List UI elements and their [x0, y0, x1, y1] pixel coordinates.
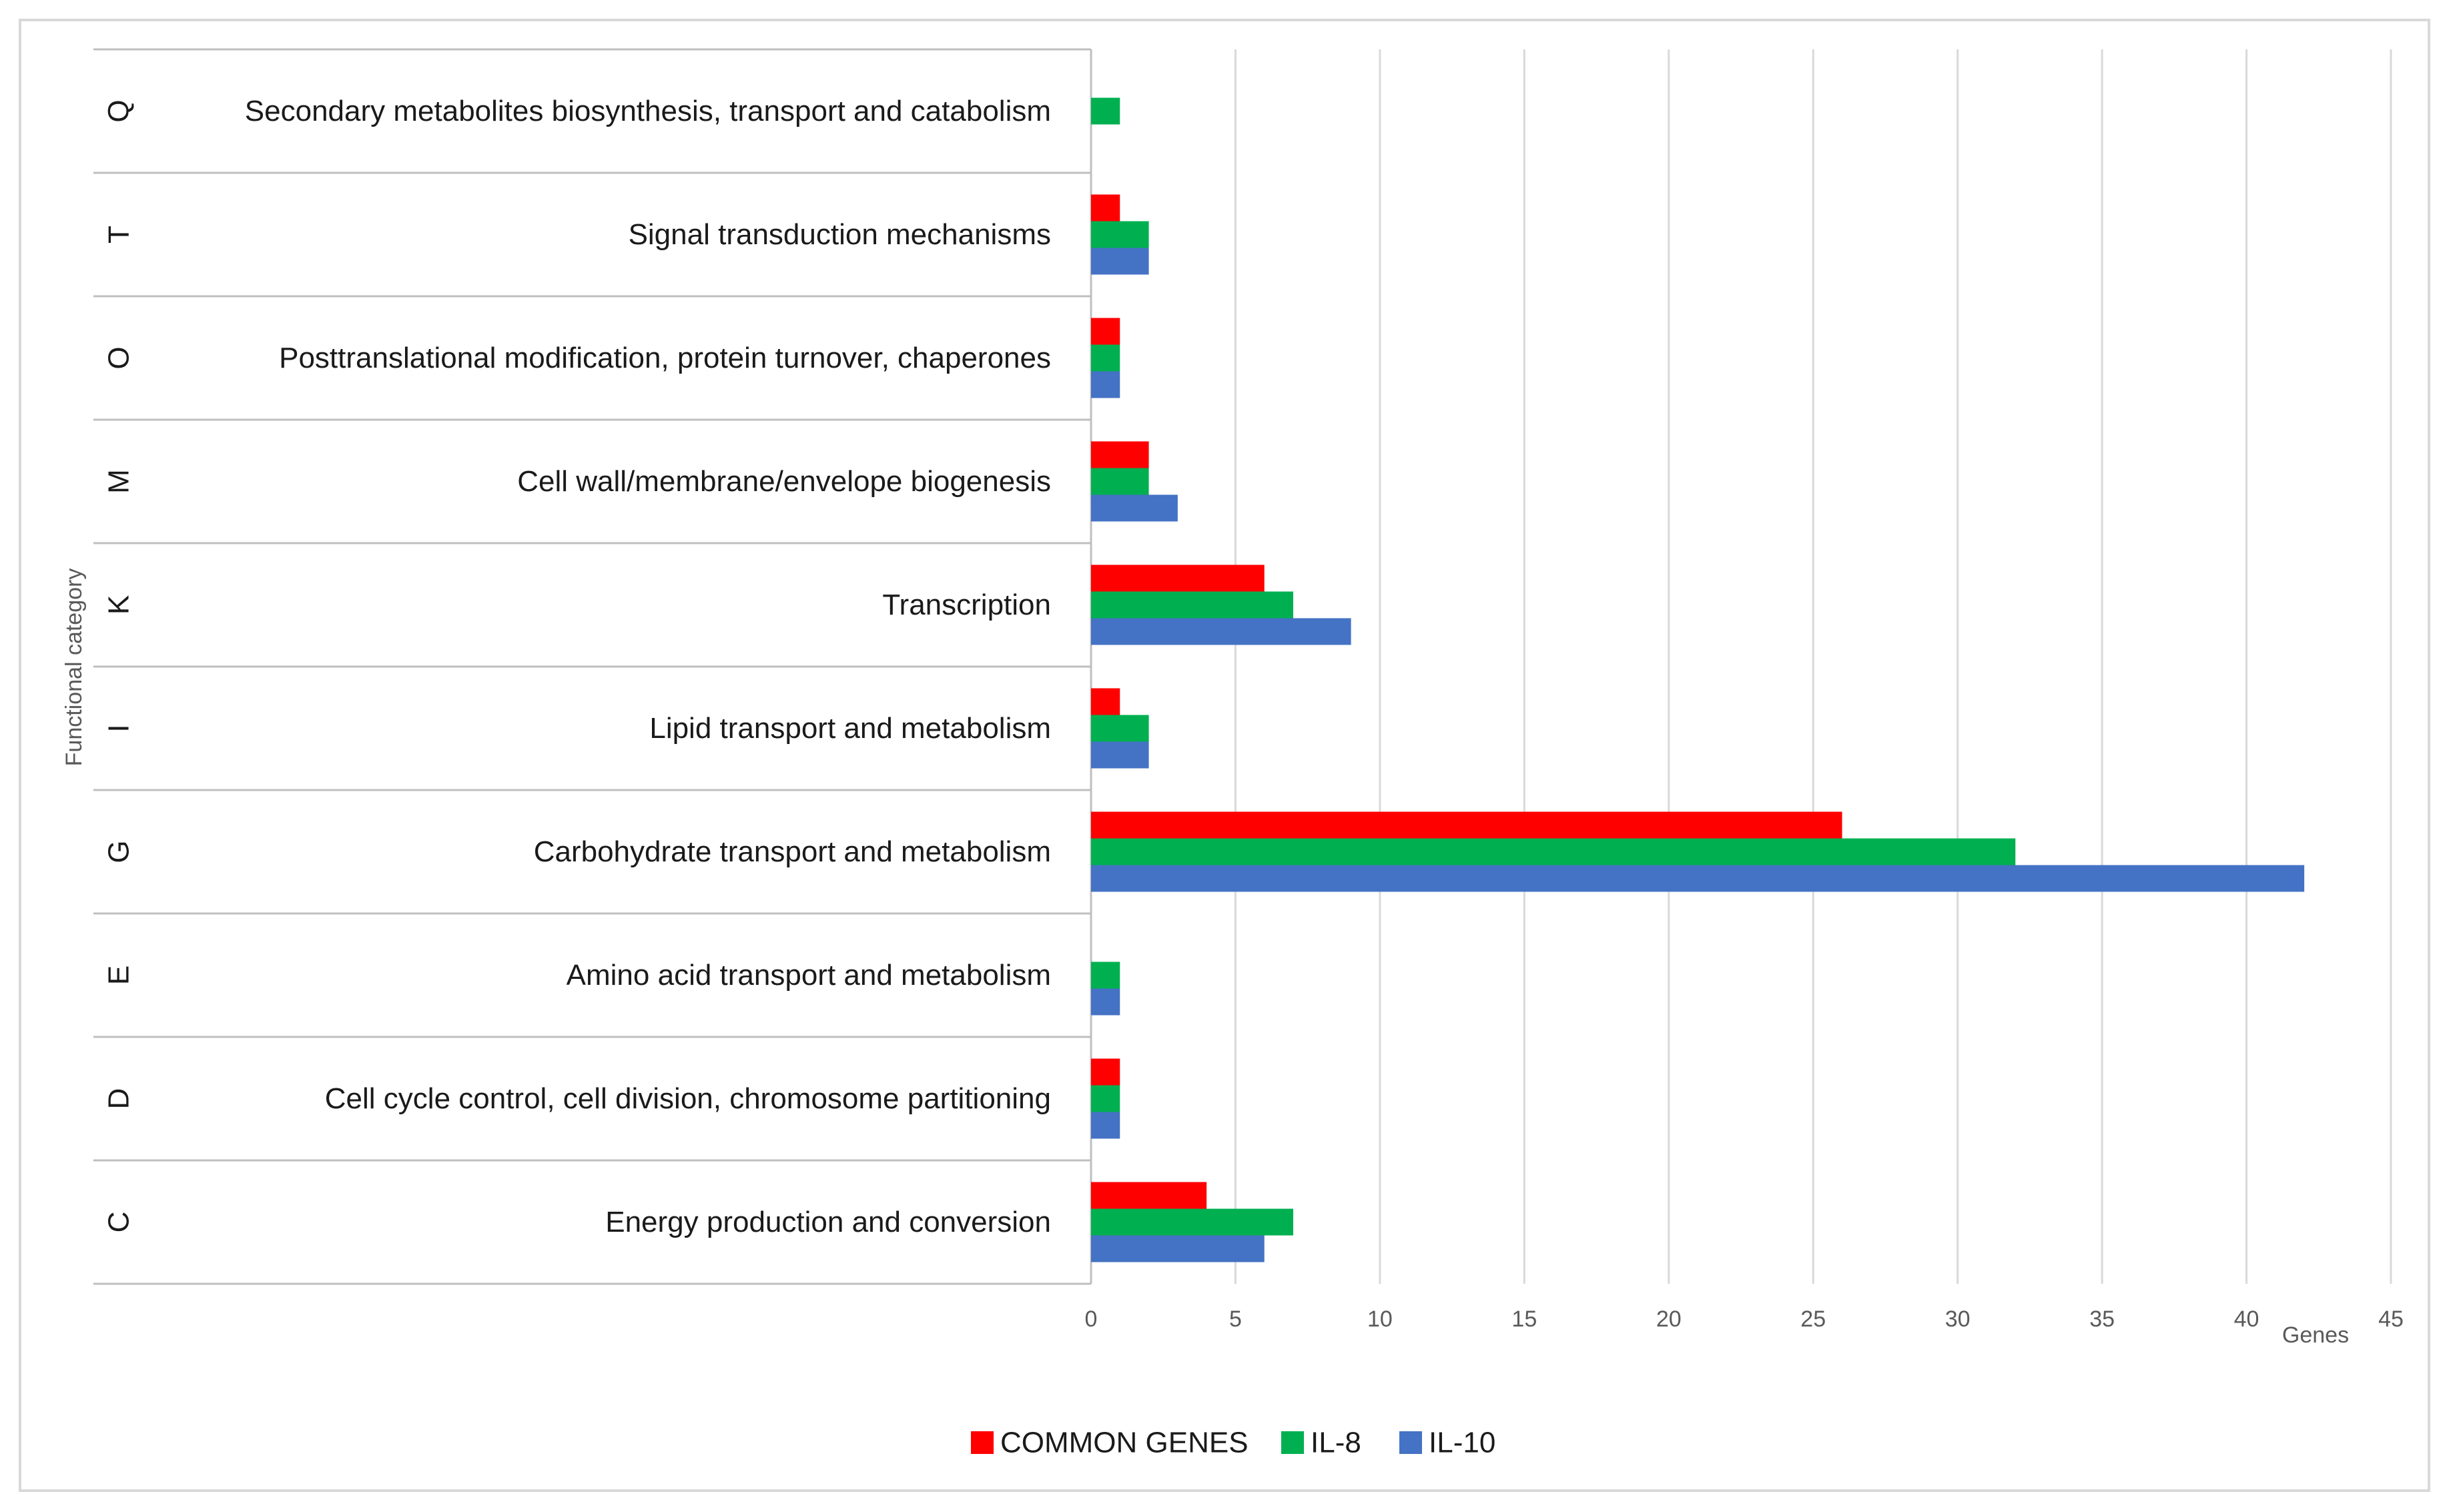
x-axis-title: Genes — [2282, 1322, 2349, 1348]
x-tick-label: 30 — [1945, 1306, 1971, 1332]
category-name: Posttranslational modification, protein … — [279, 342, 1051, 374]
x-tick-label: 35 — [2089, 1306, 2115, 1332]
category-name: Transcription — [882, 589, 1051, 621]
legend-label: IL-10 — [1429, 1427, 1495, 1459]
category-code: Q — [103, 99, 135, 122]
bar — [1091, 1112, 1120, 1139]
category-name: Energy production and conversion — [605, 1206, 1051, 1238]
bar — [1091, 962, 1120, 989]
x-tick-label: 40 — [2234, 1306, 2259, 1332]
bar — [1091, 494, 1178, 522]
bar — [1091, 1208, 1294, 1236]
bar — [1091, 1058, 1120, 1086]
bar — [1091, 318, 1120, 345]
bar — [1091, 344, 1120, 372]
bar — [1091, 618, 1351, 645]
category-name: Cell cycle control, cell division, chrom… — [325, 1082, 1051, 1115]
bar — [1091, 441, 1149, 468]
category-code: G — [103, 840, 135, 863]
category-name: Carbohydrate transport and metabolism — [534, 835, 1051, 868]
bar — [1091, 865, 2305, 892]
category-code: M — [103, 469, 135, 494]
bar — [1091, 97, 1120, 125]
category-code: I — [103, 724, 135, 732]
x-tick-label: 10 — [1367, 1306, 1393, 1332]
legend-label: COMMON GENES — [1000, 1427, 1249, 1459]
bar — [1091, 468, 1149, 495]
category-code: O — [103, 346, 135, 369]
category-name: Cell wall/membrane/envelope biogenesis — [517, 465, 1051, 498]
x-tick-label: 0 — [1085, 1306, 1098, 1332]
bar — [1091, 248, 1149, 275]
category-code: E — [103, 966, 135, 985]
bar — [1091, 591, 1294, 619]
bar — [1091, 688, 1120, 715]
category-code: C — [103, 1212, 135, 1233]
legend-label: IL-8 — [1311, 1427, 1361, 1459]
legend: COMMON GENES IL-8 IL-10 — [971, 1427, 1495, 1459]
bar — [1091, 1235, 1265, 1262]
x-axis-ticks: 0 5 10 15 20 25 30 35 40 45 — [1085, 1306, 2404, 1332]
bar — [1091, 1085, 1120, 1112]
bars — [1091, 97, 2305, 1262]
bar — [1091, 194, 1120, 222]
gridlines — [1234, 49, 2392, 1284]
bar — [1091, 564, 1265, 592]
legend-swatch — [1281, 1431, 1304, 1454]
category-name: Lipid transport and metabolism — [649, 712, 1051, 745]
legend-swatch — [971, 1431, 994, 1454]
y-axis-title: Functional category — [61, 569, 87, 767]
bar — [1091, 988, 1120, 1016]
category-code: K — [103, 595, 135, 615]
category-name: Signal transduction mechanisms — [629, 218, 1051, 251]
x-tick-label: 45 — [2378, 1306, 2404, 1332]
bar — [1091, 811, 1842, 839]
x-tick-label: 5 — [1229, 1306, 1242, 1332]
bar — [1091, 715, 1149, 742]
bar — [1091, 838, 2016, 865]
x-tick-label: 20 — [1656, 1306, 1682, 1332]
x-tick-label: 25 — [1800, 1306, 1826, 1332]
legend-swatch — [1399, 1431, 1422, 1454]
category-table: Q Secondary metabolites biosynthesis, tra… — [93, 48, 1092, 1285]
category-code: T — [103, 226, 135, 244]
bar — [1091, 1182, 1207, 1209]
bar — [1091, 221, 1149, 248]
bar — [1091, 741, 1149, 769]
category-name: Amino acid transport and metabolism — [567, 959, 1051, 992]
category-name: Secondary metabolites biosynthesis, tran… — [245, 95, 1051, 127]
x-tick-label: 15 — [1511, 1306, 1537, 1332]
category-code: D — [103, 1088, 135, 1110]
bar — [1091, 371, 1120, 398]
